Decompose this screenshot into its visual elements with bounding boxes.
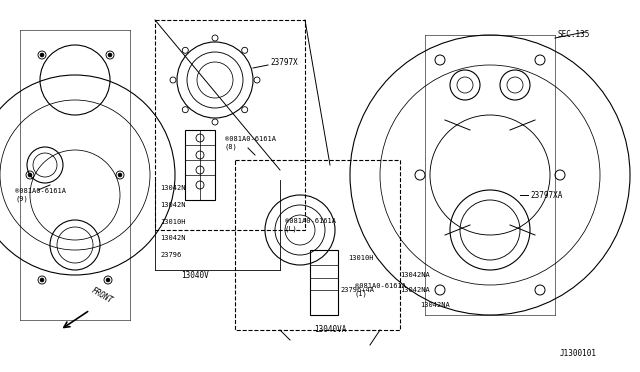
Text: ®081A0-6161A
(1): ®081A0-6161A (1) — [355, 283, 406, 297]
Text: 13010H: 13010H — [348, 255, 374, 261]
Text: 13042N: 13042N — [160, 185, 186, 191]
Text: SEC.135: SEC.135 — [557, 30, 590, 39]
Text: J1300101: J1300101 — [560, 349, 597, 358]
Text: ®081A0-6161A
(L): ®081A0-6161A (L) — [285, 218, 336, 232]
Text: 23796: 23796 — [160, 252, 181, 258]
Circle shape — [40, 278, 44, 282]
Circle shape — [40, 53, 44, 57]
Text: 13042N: 13042N — [160, 235, 186, 241]
Text: 13040VA: 13040VA — [314, 326, 346, 334]
Circle shape — [28, 173, 32, 177]
Text: 13042NA: 13042NA — [420, 302, 450, 308]
Text: ®081A0-6161A
(8): ®081A0-6161A (8) — [225, 136, 276, 150]
Text: 13042N: 13042N — [160, 202, 186, 208]
Text: 23797X: 23797X — [270, 58, 298, 67]
Text: 13010H: 13010H — [160, 219, 186, 225]
Text: 23796+4A: 23796+4A — [340, 287, 374, 293]
Text: 13040V: 13040V — [181, 270, 209, 279]
Text: ®081A0-6161A
(9): ®081A0-6161A (9) — [15, 188, 66, 202]
Text: FRONT: FRONT — [90, 286, 115, 305]
Circle shape — [108, 53, 112, 57]
Text: 13042NA: 13042NA — [400, 272, 429, 278]
Text: 13042NA: 13042NA — [400, 287, 429, 293]
Text: 23797XA: 23797XA — [530, 190, 563, 199]
Circle shape — [106, 278, 110, 282]
Circle shape — [118, 173, 122, 177]
